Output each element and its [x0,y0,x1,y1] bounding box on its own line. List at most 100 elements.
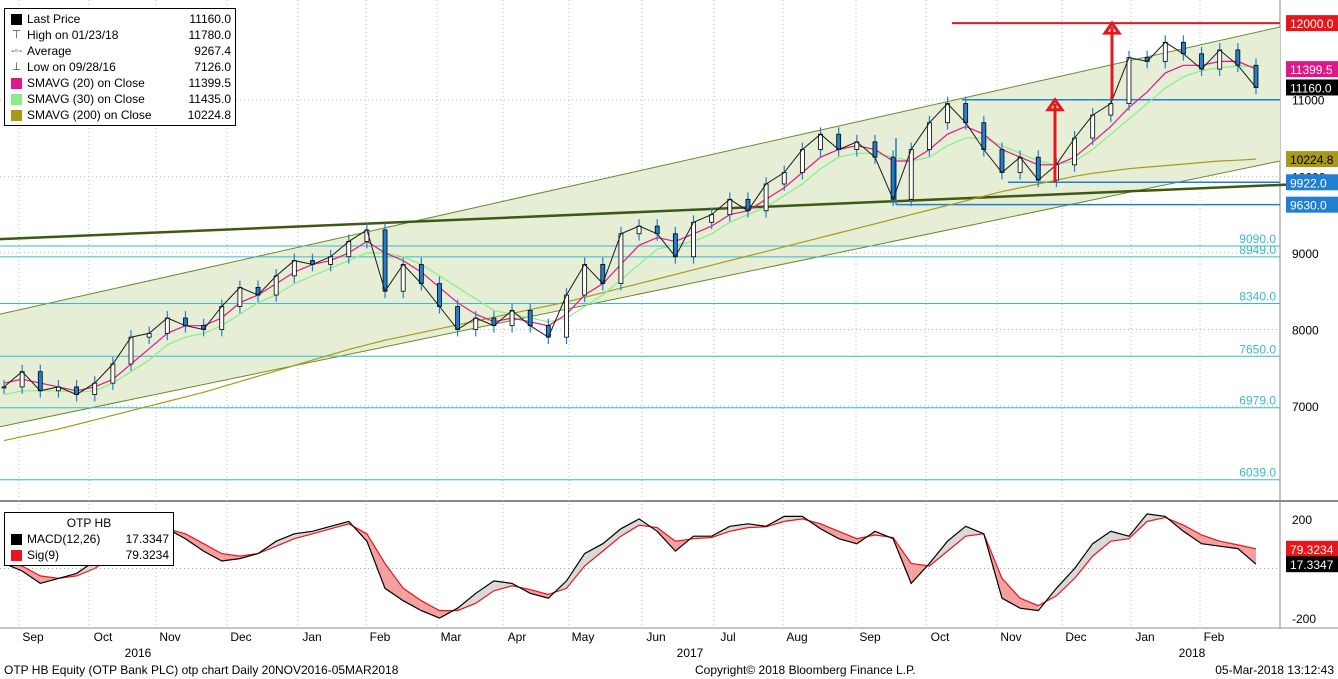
price-candle [382,229,388,292]
fib-level-label: 9090.0 [1239,232,1276,246]
macd-panel: 200 -200 [0,513,1316,626]
fib-level-label: 8340.0 [1239,289,1276,303]
price-candle [37,371,43,392]
value-tag-text: 9922.0 [1290,176,1327,190]
legend-label: SMAVG (30) on Close [27,92,145,106]
channel-upper-line [0,26,1281,315]
macd-fill-segment [403,588,422,611]
legend-row-average: -◦- Average 9267.4 [9,43,231,59]
annotations [1045,20,1122,183]
price-candle [763,183,769,212]
price-candle [926,122,932,150]
price-candle [636,225,642,235]
fib-level-label: 7650.0 [1239,342,1276,356]
signal-line [3,516,1257,612]
x-tick-label: Feb [1204,630,1225,644]
y-tick-label: 8000 [1292,324,1319,338]
price-candle [781,172,787,185]
x-tick-label: Mar [441,630,462,644]
macd-legend: OTP HB MACD(12,26) 17.3347 Sig(9) 79.323… [4,512,174,566]
legend-value: 11399.5 [188,76,232,90]
price-candle [346,241,352,258]
legend-label: Last Price [27,12,81,26]
fib-level-label: 8949.0 [1239,243,1276,257]
macd-legend-title: OTP HB [66,516,112,530]
legend-swatch-signal [11,549,22,561]
macd-value-tag-text: 79.3234 [1290,543,1334,557]
macd-fill-segment [838,531,857,544]
price-candle [691,221,696,258]
legend-label: Low on 09/28/16 [27,60,116,74]
x-tick-label: Oct [94,630,113,644]
price-candle [1108,103,1114,116]
value-tag [1286,79,1338,96]
x-tick-label: Nov [159,630,180,644]
footer-right: 05-Mar-2018 13:12:43 [1215,663,1334,677]
y-tick-label: 9000 [1292,247,1319,261]
price-candle [1090,114,1096,139]
macd-fill-segment [1020,598,1039,611]
price-candle [872,141,878,158]
macd-fill-segment [276,533,295,547]
x-tick-label: Feb [370,630,391,644]
x-tick-label: Dec [1065,630,1086,644]
price-candle [110,363,116,384]
macd-fill-segment [421,600,440,619]
legend-label: Average [27,44,72,58]
price-candle [455,306,461,330]
price-candle [945,103,950,124]
legend-swatch-last-price [11,13,22,25]
macd-fill-segment [203,543,222,562]
price-candle [908,149,914,200]
legend-label: SMAVG (20) on Close [27,76,145,90]
macd-fill-segment [1147,513,1166,522]
price-candle [219,306,225,330]
price-candle [999,149,1005,173]
price-candle [582,264,588,296]
legend-row-sma200: SMAVG (200) on Close 10224.8 [9,107,231,123]
price-candle [1,386,7,389]
year-label: 2017 [677,646,704,660]
legend-row-macd: MACD(12,26) 17.3347 [9,531,169,547]
average-marker-icon: -◦- [11,45,23,57]
legend-swatch-macd [11,533,22,545]
price-candle [1072,137,1077,166]
price-candle [418,264,424,284]
macd-fill-segment [657,527,676,552]
legend-row-high: ⊤ High on 01/23/18 11780.0 [9,27,231,43]
price-candle [1035,156,1041,181]
legend-label: Sig(9) [27,548,60,562]
price-candle [1181,41,1186,55]
legend-value: 11160.0 [189,12,231,26]
x-tick-label: Sep [859,630,881,644]
macd-fill-segment [40,575,59,584]
macd-fill-segment [1092,531,1111,557]
footer-center: Copyright© 2018 Bloomberg Finance L.P. [695,663,916,677]
year-label: 2016 [125,646,152,660]
macd-fill-segment [602,528,621,552]
value-tag-text: 11399.5 [1290,63,1333,77]
macd-line [3,513,1257,619]
macd-y-tick-label: -200 [1292,612,1316,626]
macd-fill-segment [566,553,585,589]
macd-value-tag [1286,556,1338,573]
macd-fill-segment [312,526,331,534]
price-candle [727,198,733,216]
price-legend: Last Price 11160.0 ⊤ High on 01/23/18 11… [4,8,236,126]
price-candle [963,103,969,124]
macd-fill-segment [784,516,803,522]
macd-fill-segment [820,523,839,539]
price-candle [527,309,533,327]
long-trendline [0,181,1338,241]
price-candle [654,225,660,235]
price-candle [437,283,442,307]
macd-y-tick-label: 200 [1292,513,1312,527]
macd-fill-segment [475,580,494,604]
macd-fill-segment [530,589,549,599]
price-candle [1253,64,1259,88]
legend-label: High on 01/23/18 [27,28,119,42]
value-tags: 12000.0 11399.5 11160.0 10224.8 9922.0 9630.0… [1286,15,1338,573]
price-candle [836,133,842,150]
